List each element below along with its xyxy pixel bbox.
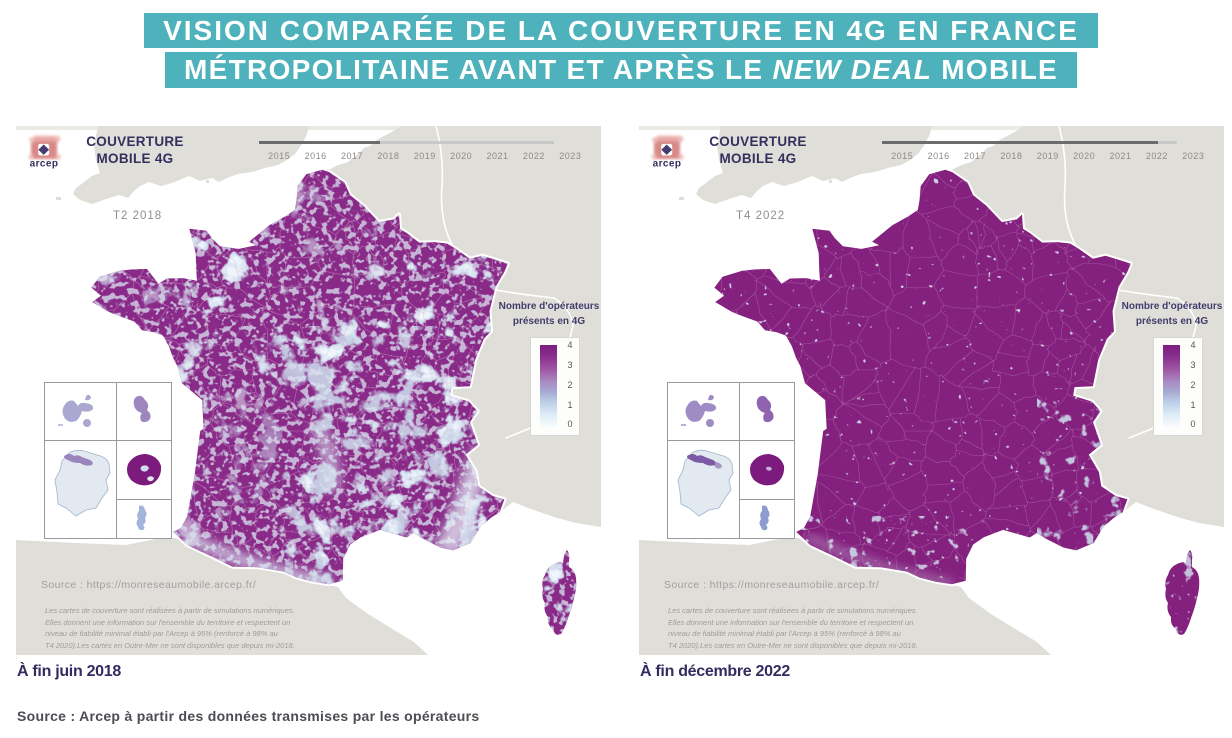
- svg-text:arcep: arcep: [30, 159, 59, 170]
- svg-text:arcep: arcep: [653, 159, 682, 170]
